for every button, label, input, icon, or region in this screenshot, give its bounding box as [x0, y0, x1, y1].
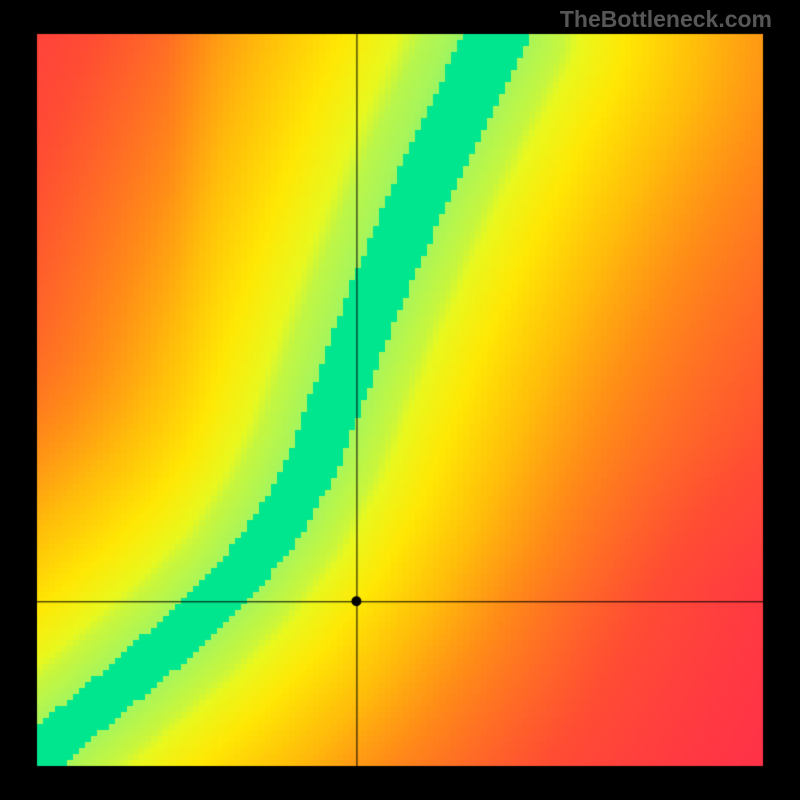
heatmap-canvas	[0, 0, 800, 800]
watermark-text: TheBottleneck.com	[560, 6, 772, 33]
chart-container: TheBottleneck.com	[0, 0, 800, 800]
